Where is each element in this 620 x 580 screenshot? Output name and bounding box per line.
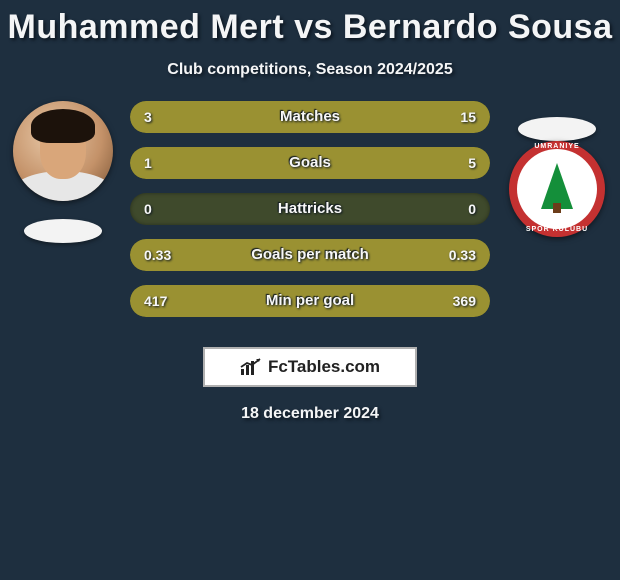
- stat-fill-right: [191, 101, 490, 133]
- comparison-infographic: Muhammed Mert vs Bernardo Sousa Club com…: [0, 0, 620, 580]
- brand-chart-icon: [240, 358, 262, 376]
- logo-trunk: [553, 203, 561, 213]
- title-player1: Muhammed Mert: [8, 8, 285, 46]
- stat-bar: Matches315: [130, 101, 490, 133]
- stat-fill-left: [130, 101, 191, 133]
- brand-box: FcTables.com: [203, 347, 417, 387]
- stat-value-left: 0: [130, 193, 166, 225]
- player-left-col: [8, 101, 118, 243]
- stat-fill-left: [130, 285, 321, 317]
- player1-avatar: [13, 101, 113, 201]
- stat-fill-right: [310, 239, 490, 271]
- stats-bars: Matches315 Goals15 Hattricks0 0 Goals per ma…: [130, 101, 490, 331]
- brand-text: FcTables.com: [268, 357, 380, 377]
- logo-text-bottom: SPOR KULUBU: [509, 226, 605, 233]
- stat-bar: Min per goal417369: [130, 285, 490, 317]
- player2-flag-ellipse: [518, 117, 596, 141]
- player-right-col: UMRANIYE SPOR KULUBU: [502, 141, 612, 237]
- subtitle-row: Club competitions, Season 2024/2025: [0, 61, 620, 79]
- stat-fill-right: [321, 285, 490, 317]
- subtitle-text: Club competitions, Season 2024/2025: [167, 61, 452, 78]
- stat-bar: Goals per match0.330.33: [130, 239, 490, 271]
- title-vs: vs: [294, 8, 333, 46]
- player1-flag-ellipse: [24, 219, 102, 243]
- date-text: 18 december 2024: [241, 405, 379, 422]
- stat-fill-right: [191, 147, 490, 179]
- main-row: Matches315 Goals15 Hattricks0 0 Goals per ma…: [0, 101, 620, 331]
- date-row: 18 december 2024: [0, 405, 620, 423]
- stat-fill-left: [130, 239, 310, 271]
- stat-bar: Hattricks0 0: [130, 193, 490, 225]
- stat-bar: Goals15: [130, 147, 490, 179]
- title-text: Muhammed Mert vs Bernardo Sousa: [8, 8, 613, 46]
- stat-value-right: 0: [454, 193, 490, 225]
- player2-club-logo: UMRANIYE SPOR KULUBU: [509, 141, 605, 237]
- avatar-hair: [31, 109, 95, 143]
- stat-label: Hattricks: [130, 193, 490, 225]
- title-player2: Bernardo Sousa: [343, 8, 613, 46]
- title-row: Muhammed Mert vs Bernardo Sousa: [0, 0, 620, 47]
- stat-fill-left: [130, 147, 191, 179]
